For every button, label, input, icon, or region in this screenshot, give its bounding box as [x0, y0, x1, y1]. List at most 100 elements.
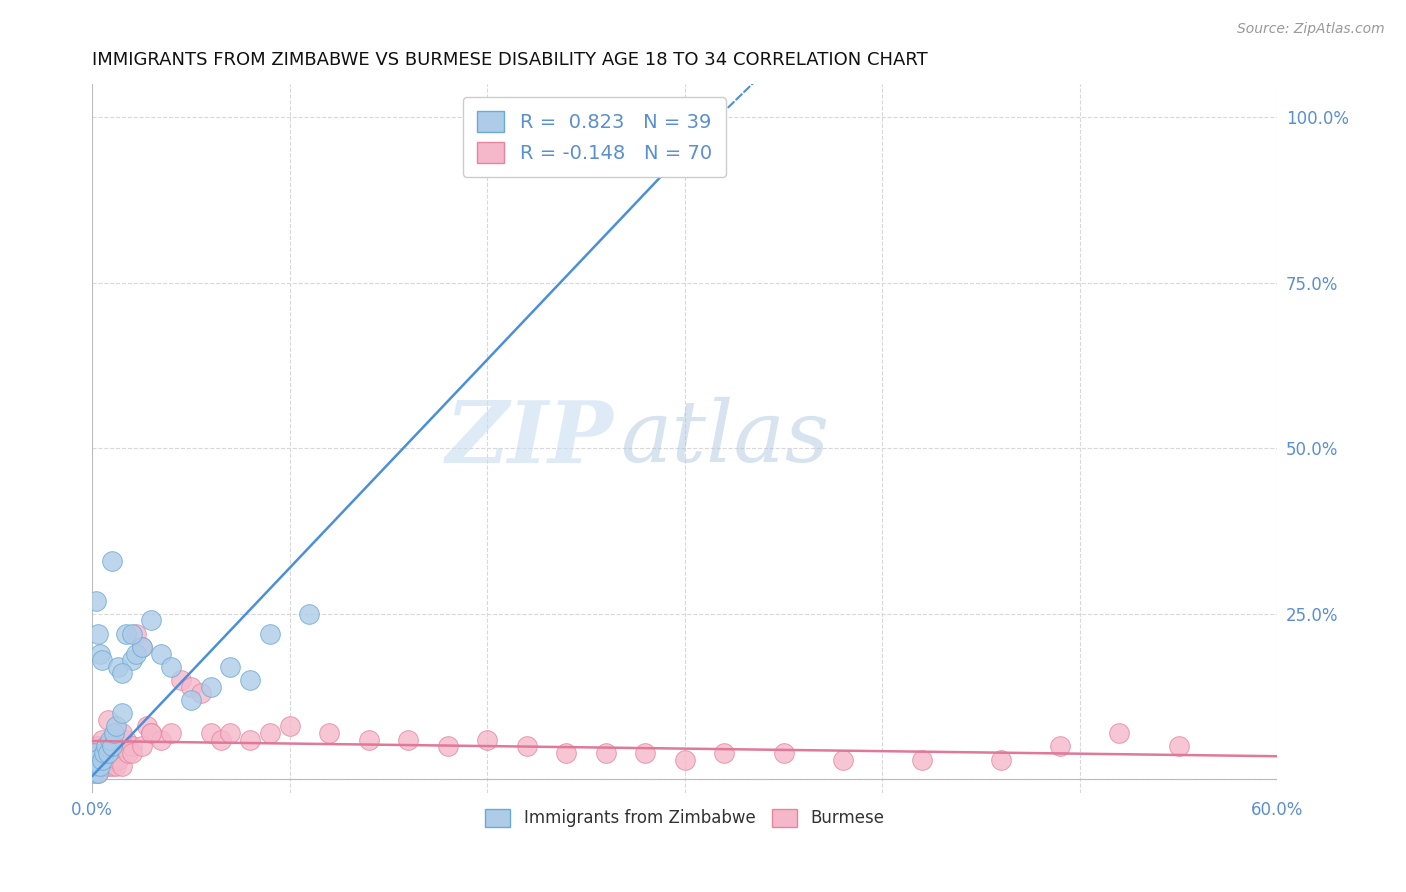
Point — [97, 746, 120, 760]
Point — [1049, 739, 1071, 754]
Point — [396, 732, 419, 747]
Text: Source: ZipAtlas.com: Source: ZipAtlas.com — [1237, 22, 1385, 37]
Point — [83, 746, 105, 760]
Point — [131, 640, 153, 654]
Point — [595, 746, 617, 760]
Point — [713, 746, 735, 760]
Point — [121, 739, 143, 754]
Point — [103, 753, 125, 767]
Point — [83, 759, 105, 773]
Point — [209, 732, 232, 747]
Text: IMMIGRANTS FROM ZIMBABWE VS BURMESE DISABILITY AGE 18 TO 34 CORRELATION CHART: IMMIGRANTS FROM ZIMBABWE VS BURMESE DISA… — [93, 51, 928, 69]
Point — [87, 765, 110, 780]
Point — [180, 693, 202, 707]
Point — [93, 759, 115, 773]
Point — [357, 732, 380, 747]
Point — [107, 660, 129, 674]
Point — [101, 739, 124, 754]
Point — [477, 732, 499, 747]
Point — [87, 626, 110, 640]
Point — [124, 647, 146, 661]
Point — [990, 753, 1012, 767]
Point — [101, 554, 124, 568]
Point — [114, 732, 136, 747]
Point — [111, 706, 134, 721]
Point — [89, 759, 111, 773]
Point — [239, 732, 262, 747]
Point — [83, 753, 105, 767]
Point — [91, 653, 114, 667]
Point — [87, 765, 110, 780]
Point — [131, 640, 153, 654]
Point — [634, 746, 657, 760]
Point — [141, 726, 163, 740]
Point — [136, 719, 159, 733]
Point — [114, 626, 136, 640]
Point — [94, 759, 117, 773]
Point — [111, 739, 134, 754]
Point — [84, 753, 107, 767]
Point — [89, 647, 111, 661]
Point — [318, 726, 340, 740]
Point — [160, 660, 183, 674]
Point — [94, 739, 117, 754]
Point — [1108, 726, 1130, 740]
Point — [98, 732, 121, 747]
Point — [111, 759, 134, 773]
Point — [117, 746, 139, 760]
Point — [298, 607, 321, 621]
Point — [97, 759, 120, 773]
Point — [107, 753, 129, 767]
Point — [121, 653, 143, 667]
Point — [555, 746, 578, 760]
Point — [124, 626, 146, 640]
Point — [101, 732, 124, 747]
Point — [693, 123, 716, 137]
Point — [87, 739, 110, 754]
Point — [89, 746, 111, 760]
Point — [190, 686, 212, 700]
Point — [200, 726, 222, 740]
Point — [101, 759, 124, 773]
Point — [104, 759, 127, 773]
Point — [84, 759, 107, 773]
Point — [101, 746, 124, 760]
Point — [239, 673, 262, 687]
Point — [111, 726, 134, 740]
Point — [141, 726, 163, 740]
Point — [911, 753, 934, 767]
Point — [200, 680, 222, 694]
Point — [84, 753, 107, 767]
Point — [97, 713, 120, 727]
Point — [831, 753, 853, 767]
Point — [104, 719, 127, 733]
Point — [516, 739, 538, 754]
Point — [97, 746, 120, 760]
Point — [150, 732, 173, 747]
Point — [91, 759, 114, 773]
Point — [83, 746, 105, 760]
Point — [87, 753, 110, 767]
Point — [91, 732, 114, 747]
Text: ZIP: ZIP — [446, 397, 613, 480]
Point — [121, 626, 143, 640]
Point — [772, 746, 794, 760]
Text: atlas: atlas — [620, 397, 828, 480]
Point — [219, 660, 242, 674]
Point — [84, 759, 107, 773]
Point — [84, 593, 107, 607]
Point — [278, 719, 301, 733]
Legend: Immigrants from Zimbabwe, Burmese: Immigrants from Zimbabwe, Burmese — [478, 802, 891, 834]
Point — [436, 739, 458, 754]
Point — [83, 765, 105, 780]
Point — [219, 726, 242, 740]
Point — [94, 739, 117, 754]
Point — [150, 647, 173, 661]
Point — [83, 759, 105, 773]
Point — [93, 746, 115, 760]
Point — [98, 753, 121, 767]
Point — [91, 753, 114, 767]
Point — [83, 753, 105, 767]
Point — [84, 739, 107, 754]
Point — [111, 666, 134, 681]
